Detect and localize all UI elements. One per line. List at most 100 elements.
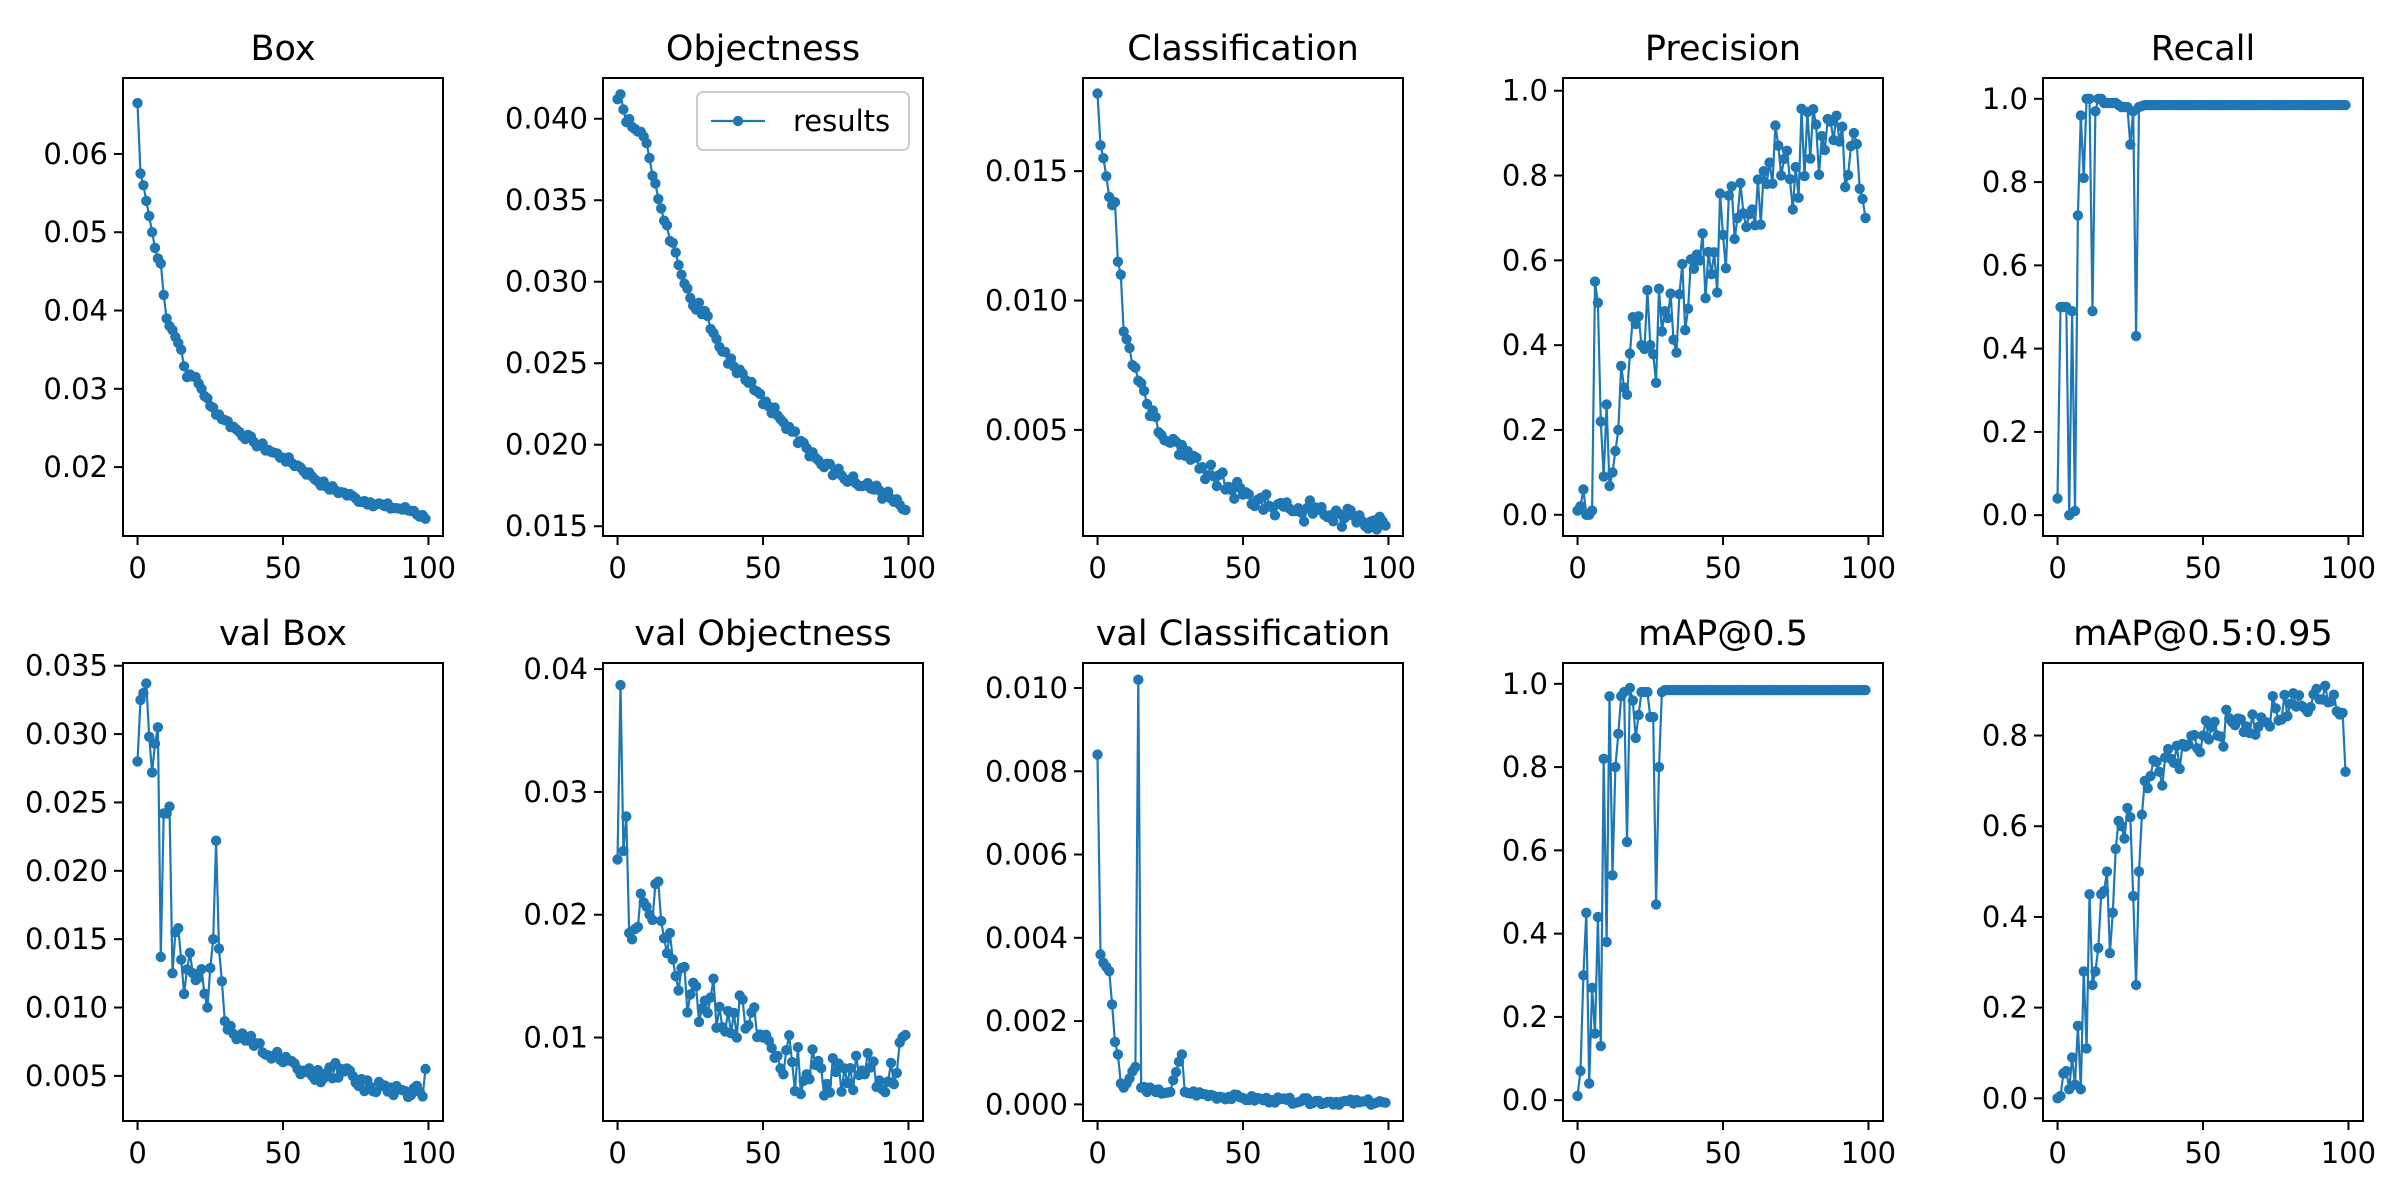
data-point (1773, 140, 1784, 151)
data-point (141, 678, 152, 689)
data-point (880, 1087, 891, 1098)
data-point (1592, 911, 1604, 923)
data-point (2136, 809, 2148, 820)
y-tick-label: 0.005 (985, 413, 1068, 447)
data-point (1601, 936, 1612, 948)
y-tick-label: 0.0 (1502, 498, 1548, 532)
data-point (210, 835, 222, 846)
data-point (2235, 714, 2246, 725)
data-point (670, 970, 681, 982)
data-point (1616, 360, 1627, 372)
y-tick-label: 0.035 (505, 183, 588, 217)
data-point (1842, 169, 1854, 181)
data-point (1758, 166, 1769, 177)
x-tick-label: 50 (2185, 1136, 2222, 1170)
data-point (1624, 348, 1636, 359)
data-point (2087, 306, 2098, 317)
data-point (859, 1069, 870, 1080)
x-tick-label: 50 (1705, 1136, 1742, 1170)
y-tick-label: 0.03 (523, 775, 588, 809)
data-point (2130, 979, 2142, 991)
data-point (1604, 480, 1615, 492)
subplot-objectness: Objectness 0 50 100 0.015 0.020 0.025 0.030 0.03… (505, 29, 936, 585)
axes-frame (1082, 77, 1404, 537)
data-point (1860, 212, 1871, 224)
data-point (173, 923, 184, 934)
data-point (213, 943, 225, 954)
y-tick-label: 0.2 (1982, 991, 2028, 1025)
x-tick-label: 50 (265, 1136, 302, 1170)
data-point (2340, 99, 2351, 111)
data-point (1624, 682, 1636, 694)
data-point (874, 1075, 885, 1086)
y-tick-label: 0.010 (985, 671, 1068, 705)
series-line (2056, 685, 2347, 1100)
data-point (1589, 1028, 1601, 1039)
data-point (1697, 228, 1708, 239)
data-point (2107, 907, 2118, 918)
data-point (1790, 161, 1801, 173)
data-point (1613, 728, 1624, 739)
subplot-precision: Precision 0 50 100 0.0 0.2 0.4 0.6 0.8 1.0 (1502, 29, 1896, 585)
data-point (670, 247, 681, 258)
y-tick-label: 0.03 (43, 372, 108, 406)
data-point (1648, 349, 1659, 360)
y-tick-label: 0.040 (505, 102, 588, 136)
y-tick-label: 0.015 (505, 509, 588, 543)
x-tick-label: 100 (881, 1136, 936, 1170)
data-point (2194, 747, 2206, 758)
data-point (795, 1088, 806, 1100)
data-point (2093, 942, 2104, 954)
data-point (842, 1077, 853, 1089)
series-line (136, 683, 427, 1100)
data-point (1217, 467, 1228, 478)
data-point (2203, 734, 2214, 745)
data-point (1176, 1049, 1188, 1060)
data-point (1851, 138, 1862, 150)
data-point (1642, 686, 1653, 698)
y-tick-label: 0.6 (1502, 243, 1548, 277)
data-point (1770, 120, 1781, 131)
data-point (1784, 173, 1796, 185)
data-point (178, 361, 190, 372)
data-point (749, 1002, 760, 1013)
y-tick-label: 0.4 (1502, 328, 1548, 362)
data-point (1595, 416, 1606, 427)
data-point (766, 1042, 777, 1054)
x-tick-label: 100 (401, 551, 456, 585)
data-point (146, 767, 158, 778)
series-line (1096, 679, 1386, 1107)
x-tick-label: 0 (1088, 1136, 1106, 1170)
y-tick-label: 0.2 (1502, 1000, 1548, 1034)
axes-frame (1562, 77, 1884, 537)
x-tick-label: 0 (128, 1136, 146, 1170)
data-point (781, 1045, 792, 1056)
data-point (626, 934, 638, 945)
subplot-recall: Recall 0 50 100 0.0 0.2 0.4 0.6 0.8 1.0 (1982, 29, 2376, 585)
data-point (1586, 982, 1598, 993)
y-tick-label: 0.030 (505, 265, 588, 299)
data-point (1589, 276, 1601, 287)
data-point (1610, 445, 1621, 457)
data-point (1328, 516, 1339, 527)
data-point (720, 346, 731, 358)
data-point (737, 994, 748, 1005)
data-point (1269, 510, 1281, 521)
data-point (144, 210, 155, 222)
y-tick-label: 0.06 (43, 137, 108, 171)
data-point (2267, 691, 2278, 702)
data-point (1720, 263, 1732, 274)
y-tick-label: 0.04 (523, 652, 588, 686)
x-tick-label: 0 (1568, 551, 1586, 585)
data-point (1115, 269, 1126, 280)
y-tick-label: 0.004 (985, 921, 1068, 955)
x-tick-label: 100 (401, 1136, 456, 1170)
data-point (2282, 711, 2293, 722)
subplot-title: val Classification (1096, 614, 1391, 654)
x-tick-label: 50 (745, 1136, 782, 1170)
data-point (1706, 269, 1717, 280)
data-point (1205, 459, 1217, 470)
data-point (1653, 761, 1665, 773)
data-point (702, 1007, 713, 1019)
data-point (1607, 870, 1618, 881)
